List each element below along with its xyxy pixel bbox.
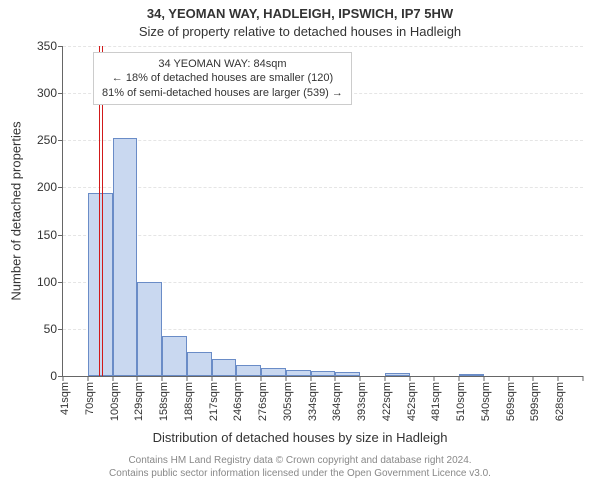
xtick-mark bbox=[483, 376, 484, 381]
xtick-mark bbox=[261, 376, 262, 381]
histogram-bar bbox=[88, 193, 113, 376]
histogram-bar bbox=[113, 138, 138, 376]
xtick-mark bbox=[137, 376, 138, 381]
histogram-bar bbox=[236, 365, 261, 376]
xtick-label: 276sqm bbox=[257, 382, 269, 421]
histogram-bar bbox=[385, 373, 410, 376]
xtick-label: 158sqm bbox=[158, 382, 170, 421]
xtick-label: 188sqm bbox=[183, 382, 195, 421]
chart-container: 34, YEOMAN WAY, HADLEIGH, IPSWICH, IP7 5… bbox=[0, 0, 600, 500]
xtick-label: 481sqm bbox=[430, 382, 442, 421]
xtick-label: 334sqm bbox=[307, 382, 319, 421]
grid-line bbox=[63, 140, 583, 141]
y-axis-label: Number of detached properties bbox=[9, 121, 24, 300]
annotation-line-3: 81% of semi-detached houses are larger (… bbox=[102, 86, 343, 100]
xtick-label: 41sqm bbox=[59, 382, 71, 415]
histogram-bar bbox=[311, 371, 336, 376]
ytick-label: 50 bbox=[44, 322, 63, 336]
xtick-mark bbox=[533, 376, 534, 381]
histogram-bar bbox=[162, 336, 187, 376]
ytick-label: 150 bbox=[37, 228, 63, 242]
ytick-label: 100 bbox=[37, 275, 63, 289]
xtick-mark bbox=[360, 376, 361, 381]
histogram-bar bbox=[137, 282, 162, 376]
xtick-mark bbox=[87, 376, 88, 381]
grid-line bbox=[63, 235, 583, 236]
xtick-label: 217sqm bbox=[208, 382, 220, 421]
histogram-bar bbox=[335, 372, 360, 376]
xtick-mark bbox=[63, 376, 64, 381]
xtick-label: 129sqm bbox=[133, 382, 145, 421]
annotation-line-2: ← 18% of detached houses are smaller (12… bbox=[102, 71, 343, 85]
ytick-label: 300 bbox=[37, 86, 63, 100]
ytick-label: 0 bbox=[50, 369, 63, 383]
histogram-bar bbox=[187, 352, 212, 376]
footer-line-2: Contains public sector information licen… bbox=[0, 467, 600, 480]
grid-line bbox=[63, 187, 583, 188]
xtick-mark bbox=[384, 376, 385, 381]
xtick-label: 393sqm bbox=[356, 382, 368, 421]
xtick-label: 569sqm bbox=[505, 382, 517, 421]
xtick-label: 422sqm bbox=[381, 382, 393, 421]
footer-attribution: Contains HM Land Registry data © Crown c… bbox=[0, 454, 600, 480]
xtick-mark bbox=[186, 376, 187, 381]
plot-area: 050100150200250300350 41sqm70sqm100sqm12… bbox=[62, 46, 583, 377]
histogram-bar bbox=[212, 359, 237, 376]
xtick-label: 70sqm bbox=[84, 382, 96, 415]
xtick-mark bbox=[211, 376, 212, 381]
xtick-label: 599sqm bbox=[529, 382, 541, 421]
xtick-mark bbox=[558, 376, 559, 381]
xtick-mark bbox=[583, 376, 584, 381]
ytick-label: 200 bbox=[37, 180, 63, 194]
xtick-mark bbox=[236, 376, 237, 381]
xtick-mark bbox=[285, 376, 286, 381]
xtick-label: 540sqm bbox=[480, 382, 492, 421]
xtick-label: 305sqm bbox=[282, 382, 294, 421]
histogram-bar bbox=[286, 370, 311, 376]
xtick-mark bbox=[508, 376, 509, 381]
xtick-label: 510sqm bbox=[455, 382, 467, 421]
xtick-mark bbox=[162, 376, 163, 381]
xtick-mark bbox=[335, 376, 336, 381]
xtick-mark bbox=[459, 376, 460, 381]
annotation-line-1: 34 YEOMAN WAY: 84sqm bbox=[102, 57, 343, 71]
grid-line bbox=[63, 46, 583, 47]
annotation-box: 34 YEOMAN WAY: 84sqm ← 18% of detached h… bbox=[93, 52, 352, 105]
xtick-mark bbox=[112, 376, 113, 381]
xtick-mark bbox=[310, 376, 311, 381]
ytick-label: 350 bbox=[37, 39, 63, 53]
xtick-mark bbox=[434, 376, 435, 381]
x-axis-label: Distribution of detached houses by size … bbox=[0, 430, 600, 445]
xtick-label: 628sqm bbox=[554, 382, 566, 421]
xtick-label: 100sqm bbox=[109, 382, 121, 421]
histogram-bar bbox=[459, 374, 484, 376]
footer-line-1: Contains HM Land Registry data © Crown c… bbox=[0, 454, 600, 467]
xtick-label: 246sqm bbox=[232, 382, 244, 421]
histogram-bar bbox=[261, 368, 286, 376]
xtick-label: 364sqm bbox=[331, 382, 343, 421]
chart-subtitle: Size of property relative to detached ho… bbox=[0, 24, 600, 39]
chart-title: 34, YEOMAN WAY, HADLEIGH, IPSWICH, IP7 5… bbox=[0, 6, 600, 21]
xtick-mark bbox=[409, 376, 410, 381]
xtick-label: 452sqm bbox=[406, 382, 418, 421]
ytick-label: 250 bbox=[37, 133, 63, 147]
